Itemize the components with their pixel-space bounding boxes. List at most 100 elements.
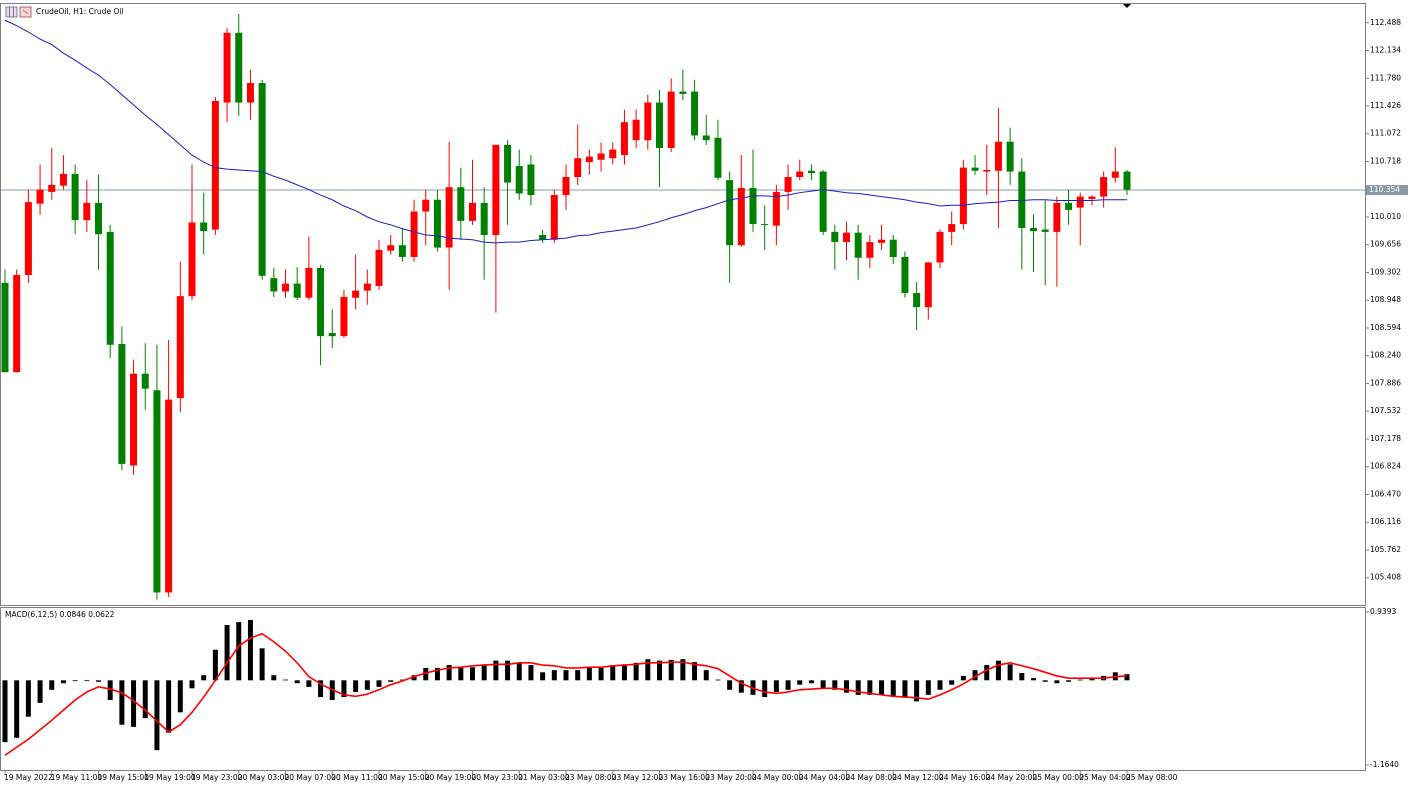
macd-label: MACD(6,12,5) 0.0846 0.0622 bbox=[5, 610, 115, 619]
macd-bar bbox=[283, 679, 288, 681]
candle-body bbox=[679, 91, 687, 94]
x-tick-label: 23 May 20:00 bbox=[705, 773, 757, 782]
candle-body bbox=[282, 283, 289, 292]
macd-bar bbox=[855, 680, 861, 695]
macd-bar bbox=[470, 667, 475, 681]
y-tick-label: 110.010 bbox=[1370, 212, 1401, 221]
y-tick-label: 111.780 bbox=[1370, 73, 1401, 82]
y-tick-label: 105.408 bbox=[1370, 573, 1401, 582]
x-tick-label: 23 May 12:00 bbox=[612, 773, 664, 782]
macd-bar bbox=[306, 680, 312, 687]
candle-body bbox=[188, 222, 196, 297]
candle-body bbox=[609, 149, 617, 159]
macd-bar bbox=[551, 670, 557, 681]
candle-body bbox=[153, 390, 161, 593]
candle-body bbox=[141, 373, 149, 389]
candle-body bbox=[667, 91, 675, 149]
macd-bar bbox=[1054, 680, 1060, 684]
macd-bar bbox=[715, 679, 721, 681]
macd-bar bbox=[879, 680, 885, 695]
macd-bar bbox=[645, 659, 651, 681]
candle-body bbox=[656, 102, 663, 149]
candle-body bbox=[293, 283, 301, 298]
macd-bar bbox=[995, 660, 1001, 681]
macd-bar bbox=[633, 662, 639, 681]
y-tick-label: 109.302 bbox=[1370, 267, 1401, 276]
candle-body bbox=[597, 153, 605, 160]
candle-body bbox=[585, 156, 593, 163]
y-tick-label: 105.762 bbox=[1370, 545, 1401, 554]
candle-body bbox=[387, 245, 395, 251]
macd-bar bbox=[318, 680, 324, 698]
candle-body bbox=[165, 399, 173, 593]
x-tick-label: 20 May 19:00 bbox=[425, 773, 477, 782]
x-tick-label: 24 May 00:00 bbox=[752, 773, 804, 782]
x-tick-label: 19 May 2022 bbox=[4, 773, 53, 782]
candle-body bbox=[1053, 202, 1061, 232]
macd-bar bbox=[692, 662, 698, 681]
candle-body bbox=[223, 32, 231, 103]
candle-body bbox=[1065, 202, 1073, 210]
candle-body bbox=[410, 211, 418, 257]
x-tick-label: 21 May 03:00 bbox=[518, 773, 570, 782]
candle-body bbox=[1100, 177, 1108, 197]
macd-bar bbox=[1066, 680, 1072, 682]
y-tick-label: 107.532 bbox=[1370, 406, 1401, 415]
candle-body bbox=[1123, 171, 1131, 190]
macd-bar bbox=[914, 680, 920, 702]
candle-body bbox=[200, 222, 208, 232]
x-tick-label: 24 May 12:00 bbox=[892, 773, 944, 782]
candle-body bbox=[246, 82, 254, 103]
x-tick-label: 19 May 19:00 bbox=[144, 773, 196, 782]
candle-body bbox=[59, 173, 67, 186]
candle-body bbox=[761, 224, 769, 226]
macd-bar bbox=[224, 625, 230, 681]
macd-bar bbox=[1089, 678, 1095, 681]
macd-bar bbox=[236, 622, 242, 681]
candle-body bbox=[340, 296, 348, 337]
x-tick-label: 20 May 11:00 bbox=[331, 773, 383, 782]
candle-body bbox=[328, 333, 336, 337]
candle-body bbox=[702, 135, 710, 141]
macd-bar bbox=[247, 619, 253, 681]
candle-body bbox=[176, 296, 184, 399]
candle-body bbox=[317, 267, 325, 337]
candle-body bbox=[13, 274, 21, 373]
candle-body bbox=[562, 177, 570, 196]
macd-bar bbox=[902, 680, 908, 698]
x-tick-label: 23 May 08:00 bbox=[565, 773, 617, 782]
macd-bar bbox=[773, 680, 779, 692]
macd-bar bbox=[271, 675, 277, 681]
main-panel-frame bbox=[0, 3, 1366, 606]
candle-body bbox=[433, 199, 441, 248]
candle-body bbox=[48, 184, 56, 192]
macd-bar bbox=[785, 680, 791, 690]
x-tick-label: 23 May 16:00 bbox=[659, 773, 711, 782]
macd-bar bbox=[119, 680, 125, 725]
macd-bar bbox=[762, 680, 768, 698]
macd-bar bbox=[177, 680, 183, 713]
candle-body bbox=[714, 137, 722, 178]
macd-bar bbox=[867, 680, 873, 695]
y-tick-label: 107.178 bbox=[1370, 434, 1401, 443]
y-tick-label: 110.718 bbox=[1370, 156, 1401, 165]
candle-body bbox=[749, 187, 757, 225]
macd-bar bbox=[703, 670, 709, 681]
y-tick-label: 108.594 bbox=[1370, 323, 1401, 332]
candle-body bbox=[831, 231, 839, 243]
candle-body bbox=[1041, 229, 1049, 232]
candle-body bbox=[71, 173, 79, 221]
candle-body bbox=[994, 141, 1002, 171]
candle-body bbox=[1030, 227, 1037, 232]
y-tick-label: 0.9393 bbox=[1370, 607, 1396, 616]
macd-bar bbox=[890, 680, 896, 697]
candle-body bbox=[644, 102, 652, 141]
candle-body bbox=[796, 171, 804, 178]
macd-bar bbox=[423, 667, 429, 681]
macd-bar bbox=[446, 665, 452, 681]
shift-marker bbox=[1123, 4, 1131, 8]
macd-bar bbox=[399, 679, 405, 681]
candle-body bbox=[1, 282, 9, 373]
macd-bar bbox=[376, 680, 382, 687]
